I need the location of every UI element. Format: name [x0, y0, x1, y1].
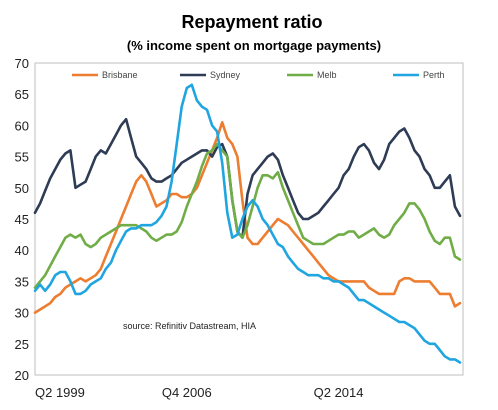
y-tick-label: 45	[15, 212, 29, 227]
legend: Brisbane Sydney Melb Perth	[72, 70, 445, 80]
series-line-perth	[33, 83, 462, 364]
x-axis: Q2 1999 Q4 2006 Q2 2014	[35, 385, 364, 400]
legend-label-melb: Melb	[317, 70, 337, 80]
series-lines	[33, 83, 462, 364]
x-tick-label: Q2 2014	[314, 385, 364, 400]
chart-title: Repayment ratio	[181, 12, 322, 32]
legend-label-perth: Perth	[423, 70, 445, 80]
y-axis: 20 25 30 35 40 45 50 55 60 65 70	[15, 56, 29, 383]
y-tick-label: 30	[15, 306, 29, 321]
chart-subtitle: (% income spent on mortgage payments)	[127, 38, 381, 53]
series-line-brisbane	[33, 121, 462, 314]
y-tick-label: 20	[15, 368, 29, 383]
y-tick-label: 25	[15, 337, 29, 352]
y-tick-label: 60	[15, 118, 29, 133]
y-tick-label: 65	[15, 87, 29, 102]
y-tick-label: 70	[15, 56, 29, 71]
x-tick-label: Q2 1999	[35, 385, 85, 400]
y-tick-label: 55	[15, 150, 29, 165]
series-line-sydney	[33, 117, 462, 239]
plot-area	[34, 62, 464, 376]
y-tick-label: 35	[15, 274, 29, 289]
legend-label-sydney: Sydney	[210, 70, 241, 80]
y-tick-label: 40	[15, 243, 29, 258]
series-line-melb	[33, 142, 462, 289]
y-tick-label: 50	[15, 181, 29, 196]
source-note: source: Refinitiv Datastream, HIA	[123, 321, 256, 331]
legend-label-brisbane: Brisbane	[102, 70, 138, 80]
x-tick-label: Q4 2006	[162, 385, 212, 400]
